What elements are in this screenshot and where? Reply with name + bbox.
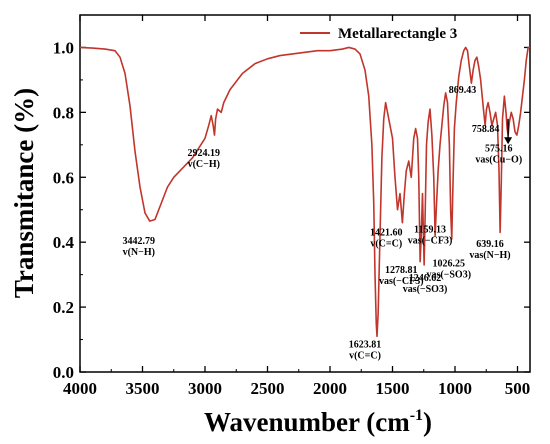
peak-value: 2924.19 bbox=[188, 148, 221, 159]
x-tick-label: 1000 bbox=[438, 379, 472, 398]
peak-label: 2924.19v(C−H) bbox=[188, 148, 221, 170]
peak-assignment: vas(−CF3) bbox=[379, 276, 424, 287]
peak-assignment: vas(−CF3) bbox=[408, 235, 453, 246]
peak-assignment: v(C−H) bbox=[188, 159, 220, 170]
peak-value: 639.16 bbox=[476, 239, 504, 250]
peak-value: 3442.79 bbox=[123, 236, 156, 247]
legend: Metallarectangle 3 bbox=[300, 26, 457, 42]
peak-assignment: v(N−H) bbox=[123, 247, 155, 258]
peak-assignment: vas(N−H) bbox=[469, 250, 510, 261]
x-tick-label: 3500 bbox=[126, 379, 160, 398]
peak-value: 1159.13 bbox=[414, 224, 446, 235]
y-tick-label: 0.8 bbox=[53, 103, 74, 122]
peak-value: 1278.81 bbox=[385, 265, 418, 276]
peak-annotations: 3442.79v(N−H)2924.19v(C−H)1623.81v(C=C)1… bbox=[123, 85, 523, 362]
peak-assignment: v(C=C) bbox=[349, 351, 381, 362]
plot-frame bbox=[79, 14, 531, 373]
legend-label: Metallarectangle 3 bbox=[338, 26, 457, 42]
peak-label: 869.43 bbox=[449, 85, 477, 96]
x-tick-label: 3000 bbox=[188, 379, 222, 398]
axis-tick-labels: 4000 3500 3000 2500 2000 1500 1000 500 0.0 0.2 0.4… bbox=[53, 38, 531, 398]
peak-value: 869.43 bbox=[449, 85, 477, 96]
peak-value: 1421.60 bbox=[370, 228, 403, 239]
peak-label: 3442.79v(N−H) bbox=[123, 236, 156, 258]
y-tick-label: 0.2 bbox=[53, 298, 74, 317]
x-axis-title: Wavenumber (cm-1) bbox=[204, 407, 432, 437]
x-tick-label: 1500 bbox=[376, 379, 410, 398]
axis-ticks bbox=[79, 14, 530, 373]
peak-value: 1246.62 bbox=[409, 273, 442, 284]
peak-assignment: vas(−SO3) bbox=[403, 284, 448, 295]
x-tick-label: 2000 bbox=[313, 379, 347, 398]
peak-value: 1026.25 bbox=[433, 259, 466, 270]
peak-value: 1623.81 bbox=[349, 340, 382, 351]
peak-assignment: vas(−SO3) bbox=[426, 270, 471, 281]
peak-arrow-head bbox=[504, 137, 513, 145]
peak-label: 1421.60v(C=C) bbox=[370, 228, 403, 250]
y-tick-label: 0.6 bbox=[53, 168, 74, 187]
peak-label: 758.84 bbox=[472, 124, 500, 135]
peak-assignment: v(C=C) bbox=[370, 239, 402, 250]
peak-label: 1623.81v(C=C) bbox=[349, 340, 382, 362]
peak-value: 758.84 bbox=[472, 124, 500, 135]
x-tick-label: 500 bbox=[505, 379, 531, 398]
y-tick-label: 0.4 bbox=[53, 233, 75, 252]
spectrum-line bbox=[79, 46, 530, 338]
y-tick-label: 0.0 bbox=[53, 363, 74, 382]
peak-assignment: vas(Cu−O) bbox=[475, 154, 522, 165]
y-tick-label: 1.0 bbox=[53, 38, 74, 57]
x-tick-label: 4000 bbox=[63, 379, 97, 398]
y-axis-title: Transmitance (%) bbox=[9, 88, 39, 298]
x-tick-label: 2500 bbox=[251, 379, 285, 398]
peak-value: 575.16 bbox=[485, 143, 513, 154]
